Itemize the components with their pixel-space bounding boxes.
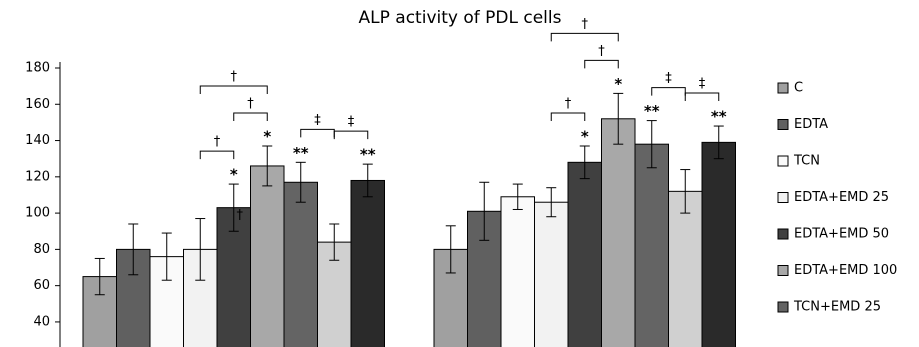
y-tick-label: 180	[25, 61, 50, 76]
bracket	[684, 92, 720, 102]
significance-mark: **	[644, 102, 660, 120]
bar	[500, 196, 535, 347]
legend-label: TCN	[793, 154, 820, 169]
bracket-label: †	[565, 96, 572, 111]
bracket-label: †	[582, 17, 589, 32]
legend-swatch	[777, 155, 789, 167]
bar	[601, 118, 636, 347]
bracket-label: †	[247, 96, 254, 111]
chart-title: ALP activity of PDL cells	[359, 8, 562, 28]
bracket-label: ‡	[348, 115, 355, 130]
legend-label: EDTA	[794, 117, 828, 132]
legend-swatch	[777, 82, 789, 94]
bar	[668, 190, 703, 347]
y-tick-label: 80	[33, 242, 50, 257]
bar	[634, 143, 669, 347]
y-tick-label: 160	[25, 97, 50, 112]
significance-mark: †	[237, 208, 244, 223]
legend-label: C	[794, 81, 803, 96]
bracket	[199, 85, 268, 94]
bracket-label: ‡	[665, 71, 672, 86]
y-tick-label: 120	[25, 169, 50, 184]
bracket	[300, 128, 335, 138]
bar	[350, 179, 385, 347]
y-tick-label: 60	[33, 278, 50, 293]
bar	[567, 161, 602, 347]
legend-swatch	[777, 228, 789, 240]
legend-label: TCN+EMD 25	[793, 300, 881, 315]
legend-swatch	[777, 265, 789, 276]
bracket-label: †	[231, 69, 238, 84]
significance-mark: *	[263, 127, 271, 145]
bracket	[550, 112, 586, 121]
bar	[701, 141, 736, 347]
bracket	[199, 150, 235, 160]
significance-mark: *	[581, 127, 589, 145]
bracket	[550, 32, 619, 42]
bracket-label: ‡	[314, 113, 321, 128]
y-tick-label: 40	[33, 314, 50, 329]
bracket-label: †	[214, 135, 221, 150]
bracket	[651, 87, 686, 96]
y-tick-label: 140	[25, 133, 50, 148]
significance-mark: *	[230, 166, 238, 184]
legend-swatch	[777, 192, 789, 203]
legend-label: EDTA+EMD 25	[794, 190, 889, 205]
bracket	[584, 59, 619, 69]
legend-swatch	[777, 301, 789, 313]
bar	[283, 181, 318, 347]
bar	[534, 201, 569, 347]
bracket	[333, 130, 369, 140]
legend-label: EDTA+EMD 50	[794, 227, 889, 242]
legend-label: EDTA+EMD 100	[794, 263, 897, 278]
significance-mark: *	[614, 75, 622, 93]
bar	[250, 165, 285, 347]
y-tick-label: 100	[25, 206, 50, 221]
bracket-label: †	[598, 44, 605, 59]
bracket	[233, 112, 268, 121]
significance-mark: **	[360, 146, 376, 164]
bracket-label: ‡	[699, 77, 706, 92]
significance-mark: **	[711, 108, 727, 126]
legend-swatch	[777, 119, 789, 130]
significance-mark: **	[293, 144, 309, 162]
